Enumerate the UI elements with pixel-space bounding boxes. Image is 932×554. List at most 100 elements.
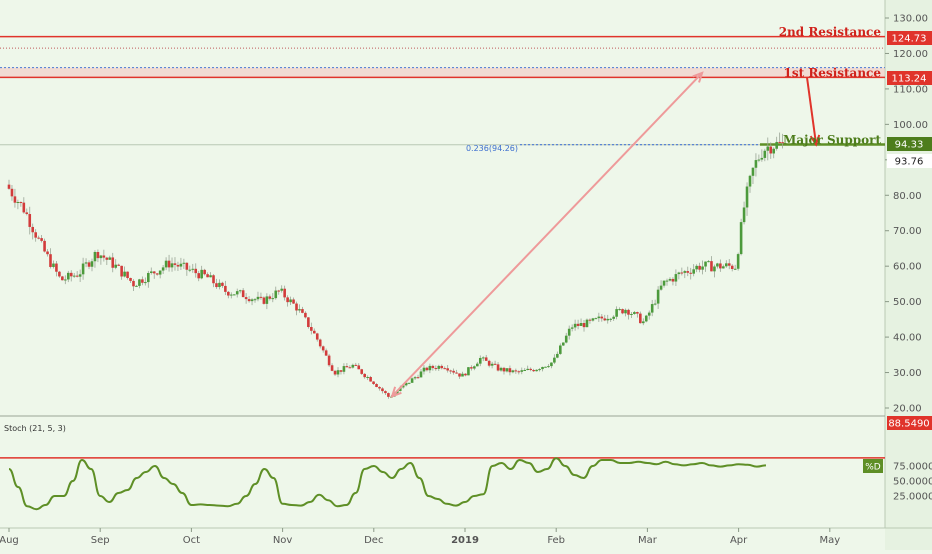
- candle-body: [585, 319, 589, 328]
- candle-body: [573, 323, 577, 328]
- candle-body: [84, 262, 88, 264]
- resistance-2-label: 2nd Resistance: [779, 25, 882, 39]
- candle-body: [78, 274, 82, 277]
- candle-body: [446, 368, 449, 371]
- candle-body: [256, 296, 260, 300]
- candle-body: [310, 327, 313, 331]
- candle-body: [520, 370, 524, 372]
- candle-body: [419, 371, 423, 378]
- candle-body: [440, 365, 444, 369]
- candle-body: [567, 328, 571, 336]
- candle-body: [499, 367, 503, 371]
- candle-body: [612, 316, 615, 319]
- candle-body: [52, 263, 55, 267]
- price-axis-tick-label: 130.00: [893, 13, 928, 24]
- candle-body: [185, 262, 189, 270]
- candle-body: [656, 289, 660, 304]
- candle-body: [665, 280, 669, 282]
- candle-body: [579, 323, 583, 326]
- candle-body: [268, 296, 272, 299]
- candle-body: [458, 373, 461, 377]
- candle-body: [75, 275, 79, 277]
- candle-body: [760, 157, 764, 160]
- candle-body: [342, 366, 346, 372]
- candle-body: [422, 367, 426, 372]
- candle-body: [407, 382, 411, 384]
- price-axis-background: [885, 0, 932, 550]
- candle-body: [218, 282, 221, 288]
- candle-body: [754, 160, 758, 168]
- candle-body: [351, 364, 355, 368]
- time-axis-tick-label: Mar: [638, 535, 658, 546]
- time-axis-tick-label: Dec: [364, 535, 383, 546]
- candle-body: [227, 291, 230, 296]
- candle-body: [775, 141, 778, 149]
- resistance-2-price-text: 124.73: [892, 34, 927, 45]
- candle-body: [502, 367, 506, 372]
- candle-body: [366, 376, 369, 378]
- candle-body: [476, 363, 479, 367]
- last-price-text: 93.76: [895, 157, 924, 168]
- candle-body: [550, 362, 553, 367]
- candle-body: [206, 274, 209, 278]
- candle-body: [253, 299, 257, 301]
- candle-body: [428, 365, 432, 371]
- candle-body: [481, 357, 485, 359]
- candle-body: [766, 146, 770, 151]
- price-axis-tick-label: 50.00: [893, 297, 922, 308]
- candle-body: [416, 377, 420, 379]
- candle-body: [7, 184, 11, 189]
- candle-body: [425, 367, 429, 371]
- time-axis-tick-label: Aug: [0, 535, 19, 546]
- candle-body: [369, 376, 372, 382]
- candle-body: [526, 368, 529, 370]
- resistance-1-label: 1st Resistance: [784, 66, 882, 80]
- candle-body: [701, 266, 704, 270]
- support-price-text: 94.33: [895, 140, 924, 151]
- candle-body: [295, 303, 298, 311]
- candle-body: [633, 312, 636, 314]
- time-axis-tick-label: Sep: [91, 535, 110, 546]
- candle-body: [606, 318, 610, 321]
- candle-body: [259, 296, 263, 298]
- candle-body: [736, 254, 740, 269]
- candle-body: [449, 370, 452, 372]
- candle-body: [96, 251, 100, 259]
- candle-body: [384, 391, 387, 394]
- candle-body: [232, 294, 236, 296]
- candle-body: [733, 268, 737, 270]
- candle-body: [529, 368, 532, 371]
- candle-body: [135, 285, 138, 287]
- candle-body: [298, 309, 301, 311]
- candle-body: [90, 261, 94, 267]
- candle-body: [247, 299, 251, 302]
- price-axis-tick-label: 80.00: [893, 191, 922, 202]
- candle-body: [43, 240, 46, 252]
- candle-body: [372, 381, 375, 385]
- candle-body: [363, 373, 366, 378]
- candle-body: [378, 386, 381, 389]
- candle-body: [473, 366, 476, 369]
- candle-body: [102, 255, 106, 258]
- candle-body: [182, 262, 186, 264]
- candle-body: [354, 364, 358, 366]
- candle-body: [277, 290, 281, 292]
- candle-body: [55, 263, 58, 272]
- fib-trend-arrow-head-end: [692, 71, 704, 83]
- candle-body: [517, 371, 521, 373]
- time-axis-tick-label: 2019: [451, 535, 479, 546]
- candle-body: [778, 141, 781, 143]
- candle-body: [508, 368, 512, 373]
- candle-body: [600, 316, 604, 319]
- candle-body: [13, 196, 17, 203]
- candle-body: [719, 263, 722, 269]
- candle-body: [40, 238, 43, 241]
- last-price-badge: [887, 154, 932, 168]
- candle-body: [668, 278, 672, 281]
- candle-body: [200, 269, 203, 279]
- candle-body: [653, 303, 657, 305]
- candle-body: [161, 267, 165, 271]
- candle-body: [10, 188, 14, 197]
- stoch-d-badge: [863, 459, 883, 473]
